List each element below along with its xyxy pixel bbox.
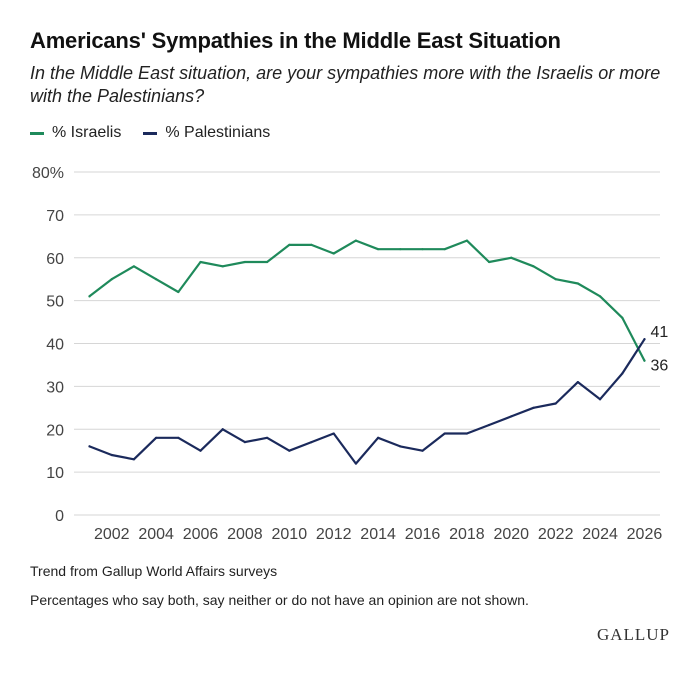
x-tick-label: 2020 [493, 526, 529, 543]
x-tick-label: 2010 [272, 526, 308, 543]
palestinians-data-point [266, 436, 269, 439]
israelis-data-point [421, 248, 424, 251]
palestinians-data-point [576, 380, 579, 384]
legend-swatch-palestinians [143, 131, 158, 135]
israelis-data-point [243, 260, 247, 264]
israelis-data-point [221, 265, 224, 268]
y-tick-label: 50 [46, 294, 64, 311]
chart-title: Americans' Sympathies in the Middle East… [30, 28, 561, 53]
palestinians-data-point [598, 398, 602, 401]
x-tick-label: 2014 [360, 526, 396, 543]
israelis-data-point [288, 243, 291, 246]
palestinians-data-point [487, 423, 491, 427]
palestinians-data-point [532, 406, 535, 409]
palestinians-data-point [243, 441, 247, 444]
x-tick-label: 2026 [627, 526, 663, 543]
palestinians-data-point [199, 449, 202, 452]
legend-item-israelis: % Israelis [30, 124, 121, 142]
palestinians-end-label: 41 [650, 324, 668, 341]
palestinians-data-point [421, 449, 424, 452]
x-tick-label: 2022 [538, 526, 574, 543]
y-tick-label: 10 [46, 465, 64, 482]
israelis-data-point [554, 278, 557, 281]
y-tick-label: 30 [46, 379, 64, 396]
caveat-note: Percentages who say both, say neither or… [30, 592, 529, 608]
palestinians-data-point [88, 445, 91, 448]
palestinians-data-point [399, 445, 402, 448]
legend-item-palestinians: % Palestinians [143, 124, 270, 142]
y-tick-label: 60 [46, 251, 64, 268]
palestinians-data-point [110, 453, 113, 457]
line-chart: 0 10 20 30 40 50 60 70 80% 2002 2004 2006 2008 2010 20… [32, 165, 668, 543]
x-tick-label: 2018 [449, 526, 485, 543]
palestinians-data-point [288, 449, 291, 452]
chart-subtitle: In the Middle East situation, are your s… [30, 63, 661, 106]
x-tick-label: 2006 [183, 526, 219, 543]
israelis-series-line [88, 239, 646, 362]
israelis-data-point [532, 265, 535, 268]
x-tick-label: 2008 [227, 526, 263, 543]
israelis-data-point [354, 239, 358, 242]
x-tick-label: 2004 [138, 526, 174, 543]
x-tick-label: 2016 [405, 526, 441, 543]
israelis-end-label: 36 [650, 358, 668, 375]
palestinians-data-point [310, 441, 313, 444]
israelis-data-point [621, 316, 624, 319]
palestinians-series-line [88, 338, 646, 465]
palestinians-data-point [132, 458, 136, 461]
chart-legend: % Israelis % Palestinians [30, 124, 270, 142]
y-tick-label: 70 [46, 208, 64, 225]
palestinians-data-point [510, 415, 513, 418]
israelis-data-point [88, 295, 91, 298]
israelis-data-point [376, 248, 380, 251]
trend-note: Trend from Gallup World Affairs surveys [30, 563, 278, 579]
palestinians-data-point [621, 372, 624, 375]
israelis-data-point [199, 260, 202, 264]
palestinians-data-point [643, 338, 646, 341]
legend-label-israelis: % Israelis [52, 124, 122, 141]
palestinians-data-point [155, 436, 158, 439]
palestinians-data-point [554, 402, 557, 405]
palestinians-data-point [354, 462, 358, 465]
x-tick-label: 2024 [582, 526, 618, 543]
israelis-data-point [576, 282, 579, 285]
israelis-data-point [332, 252, 335, 255]
israelis-data-point [110, 278, 113, 281]
israelis-data-point [132, 265, 136, 268]
israelis-data-point [177, 290, 180, 294]
israelis-data-point [155, 278, 158, 281]
israelis-data-point [510, 256, 513, 259]
palestinians-data-point [332, 432, 335, 435]
israelis-data-point [598, 295, 602, 298]
y-tick-label: 40 [46, 337, 64, 354]
palestinians-data-point [177, 436, 180, 439]
x-tick-label: 2012 [316, 526, 352, 543]
israelis-data-point [643, 359, 646, 362]
x-tick-label: 2002 [94, 526, 130, 543]
palestinians-data-point [376, 436, 380, 439]
palestinians-data-point [465, 432, 468, 435]
israelis-data-point [310, 243, 313, 246]
israelis-data-point [487, 260, 491, 264]
gallup-logo: GALLUP [596, 625, 670, 644]
y-tick-label: 0 [55, 508, 64, 525]
israelis-data-point [266, 260, 269, 264]
israelis-data-point [465, 239, 468, 242]
y-tick-label: 20 [46, 422, 64, 439]
y-tick-label: 80% [32, 165, 64, 182]
legend-swatch-israelis [30, 131, 44, 135]
palestinians-data-point [443, 432, 446, 435]
israelis-data-point [399, 248, 402, 251]
israelis-data-point [443, 248, 446, 251]
legend-label-palestinians: % Palestinians [165, 124, 271, 141]
palestinians-data-point [221, 428, 224, 431]
